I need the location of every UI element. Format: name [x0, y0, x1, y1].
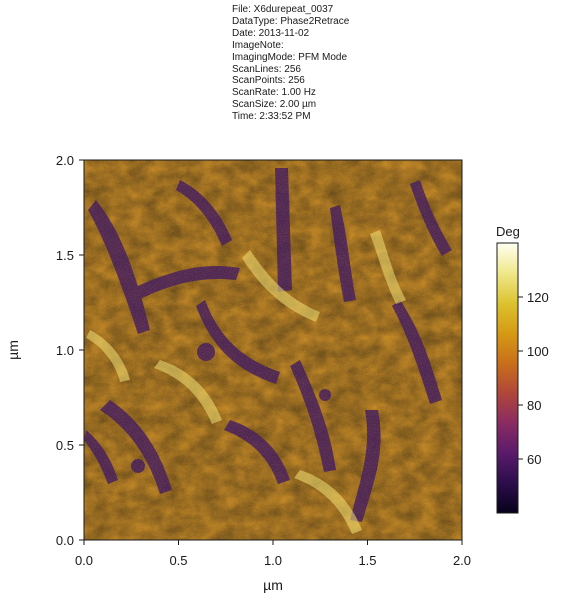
x-tick-label: 1.5: [358, 553, 376, 568]
y-tick-label: 1.0: [56, 343, 74, 358]
y-axis-label: µm: [5, 340, 21, 360]
metadata-line: ScanSize: 2.00 µm: [232, 99, 317, 111]
metadata-line: Date: 2013-11-02: [232, 27, 310, 39]
y-tick-label: 0.0: [56, 533, 74, 548]
y-tick-label: 2.0: [56, 153, 74, 168]
y-tick-label: 0.5: [56, 438, 74, 453]
metadata-line: ImagingMode: PFM Mode: [232, 51, 348, 63]
y-tick-label: 1.5: [56, 248, 74, 263]
metadata-line: DataType: Phase2Retrace: [232, 15, 350, 27]
colorbar: [496, 242, 519, 514]
y-axis: 0.0 0.5 1.0 1.5 2.0: [56, 153, 84, 548]
x-axis: 0.0 0.5 1.0 1.5 2.0: [75, 540, 471, 568]
x-tick-label: 2.0: [453, 553, 471, 568]
metadata-line: ScanLines: 256: [232, 63, 301, 75]
phase-image: [84, 160, 462, 540]
x-tick-label: 0.5: [169, 553, 187, 568]
colorbar-tick-label: 80: [527, 398, 541, 413]
colorbar-title: Deg: [496, 224, 520, 239]
metadata-line: File: X6durepeat_0037: [232, 4, 334, 15]
metadata-line: Time: 2:33:52 PM: [232, 111, 311, 123]
metadata-line: ImageNote:: [232, 39, 284, 51]
x-tick-label: 0.0: [75, 553, 93, 568]
scan-metadata: File: X6durepeat_0037 DataType: Phase2Ret…: [232, 4, 432, 123]
metadata-line: ScanRate: 1.00 Hz: [232, 87, 316, 99]
colorbar-tick-label: 120: [527, 290, 549, 305]
colorbar-tick-label: 100: [527, 344, 549, 359]
metadata-line: ScanPoints: 256: [232, 75, 305, 87]
colorbar-tick-label: 60: [527, 452, 541, 467]
colorbar-ticks: 60 80 100 120: [518, 290, 549, 467]
x-axis-label: µm: [263, 577, 283, 593]
x-tick-label: 1.0: [264, 553, 282, 568]
